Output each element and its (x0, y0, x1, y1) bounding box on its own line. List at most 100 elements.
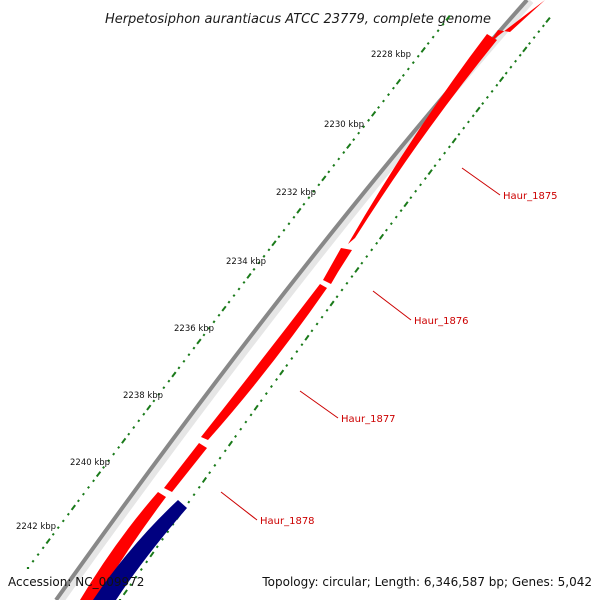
tick-label: 2242 kbp (16, 522, 56, 532)
minor-tick (389, 222, 393, 226)
minor-tick (155, 545, 159, 549)
gene-labels: Haur_1875 Haur_1876 Haur_1877 Haur_1878 (260, 191, 558, 527)
minor-tick (269, 385, 273, 388)
minor-tick (310, 329, 314, 333)
minor-tick (187, 353, 191, 357)
minor-tick (134, 575, 138, 579)
genome-summary: Topology: circular; Length: 6,346,587 bp… (261, 575, 592, 589)
minor-tick (292, 215, 296, 219)
minor-tick (82, 492, 85, 496)
minor-tick (257, 261, 261, 265)
tick-label: 2228 kbp (371, 50, 411, 60)
minor-tick (457, 132, 461, 136)
minor-tick (362, 125, 366, 129)
minor-tick (431, 35, 435, 39)
major-tick (149, 551, 155, 558)
minor-tick (259, 399, 263, 403)
minor-tick (302, 202, 306, 206)
minor-tick (391, 86, 395, 90)
minor-tick (401, 73, 405, 77)
minor-tick (518, 53, 522, 57)
minor-tick (438, 157, 442, 161)
minor-tick (350, 275, 354, 279)
forward-gene-track (80, 0, 545, 600)
minor-tick (423, 177, 427, 180)
gene-haur-1877 (201, 284, 327, 440)
minor-tick (307, 196, 311, 200)
map-title: Herpetosiphon aurantiacus ATCC 23779, co… (105, 12, 491, 27)
minor-tick (481, 101, 485, 106)
major-tick (70, 504, 76, 511)
outer-tick-track (26, 15, 451, 569)
major-tick (201, 476, 208, 483)
gene-haur-1875 (348, 34, 497, 244)
kbp-labels: 2228 kbp 2230 kbp 2232 kbp 2234 kbp 2236… (16, 50, 411, 532)
major-tick (395, 78, 402, 85)
minor-tick (213, 463, 217, 467)
minor-tick (137, 419, 141, 423)
major-tick (271, 240, 277, 247)
minor-tick (360, 261, 364, 265)
minor-tick (275, 378, 279, 381)
minor-tick (345, 281, 349, 285)
minor-tick (157, 392, 161, 396)
gene-label[interactable]: Haur_1876 (414, 316, 469, 327)
major-tick (304, 334, 310, 341)
minor-tick (237, 287, 241, 291)
minor-tick (107, 459, 111, 463)
minor-tick (537, 30, 541, 34)
minor-tick (365, 255, 369, 259)
minor-tick (56, 526, 60, 530)
minor-tick (495, 83, 499, 87)
minor-tick (504, 71, 508, 75)
gene-lower-red (80, 492, 166, 600)
minor-tick (436, 29, 440, 33)
minor-tick (541, 24, 545, 28)
minor-tick (327, 170, 331, 174)
minor-tick (202, 333, 206, 337)
minor-tick (317, 183, 321, 187)
minor-tick (282, 228, 286, 232)
major-tick (246, 272, 252, 279)
minor-tick (300, 343, 304, 347)
major-tick (354, 266, 360, 273)
minor-tick (367, 118, 371, 122)
minor-tick (132, 426, 136, 429)
major-tick (427, 169, 433, 176)
major-tick (498, 76, 505, 83)
major-tick (321, 175, 327, 182)
minor-tick (370, 248, 374, 252)
major-tick (522, 46, 528, 53)
gene-label[interactable]: Haur_1878 (260, 516, 315, 527)
major-tick (196, 338, 202, 345)
minor-tick (384, 228, 388, 232)
tick-label: 2236 kbp (174, 324, 214, 334)
minor-tick (337, 157, 341, 161)
minor-tick (357, 131, 361, 135)
gene-arrow-top (490, 0, 545, 42)
minor-tick (441, 22, 445, 26)
gene-leaders (220, 167, 501, 521)
minor-tick (212, 320, 216, 324)
minor-tick (61, 519, 65, 523)
minor-tick (264, 392, 268, 396)
gene-label[interactable]: Haur_1877 (341, 414, 396, 425)
gene-reverse-blue (93, 500, 187, 600)
minor-tick (340, 288, 344, 292)
minor-tick (217, 313, 221, 317)
minor-tick (335, 295, 339, 299)
minor-tick (187, 500, 191, 504)
accession-label: Accession: NC_009972 (8, 575, 144, 589)
minor-tick (462, 126, 466, 130)
minor-tick (66, 512, 70, 516)
minor-tick (375, 241, 379, 245)
major-tick (45, 538, 51, 545)
minor-tick (227, 300, 231, 304)
minor-tick (77, 499, 80, 503)
gene-label[interactable]: Haur_1875 (503, 191, 558, 202)
minor-tick (471, 114, 475, 118)
tick-label: 2230 kbp (324, 120, 364, 130)
minor-tick (419, 183, 422, 187)
minor-tick (528, 41, 531, 45)
